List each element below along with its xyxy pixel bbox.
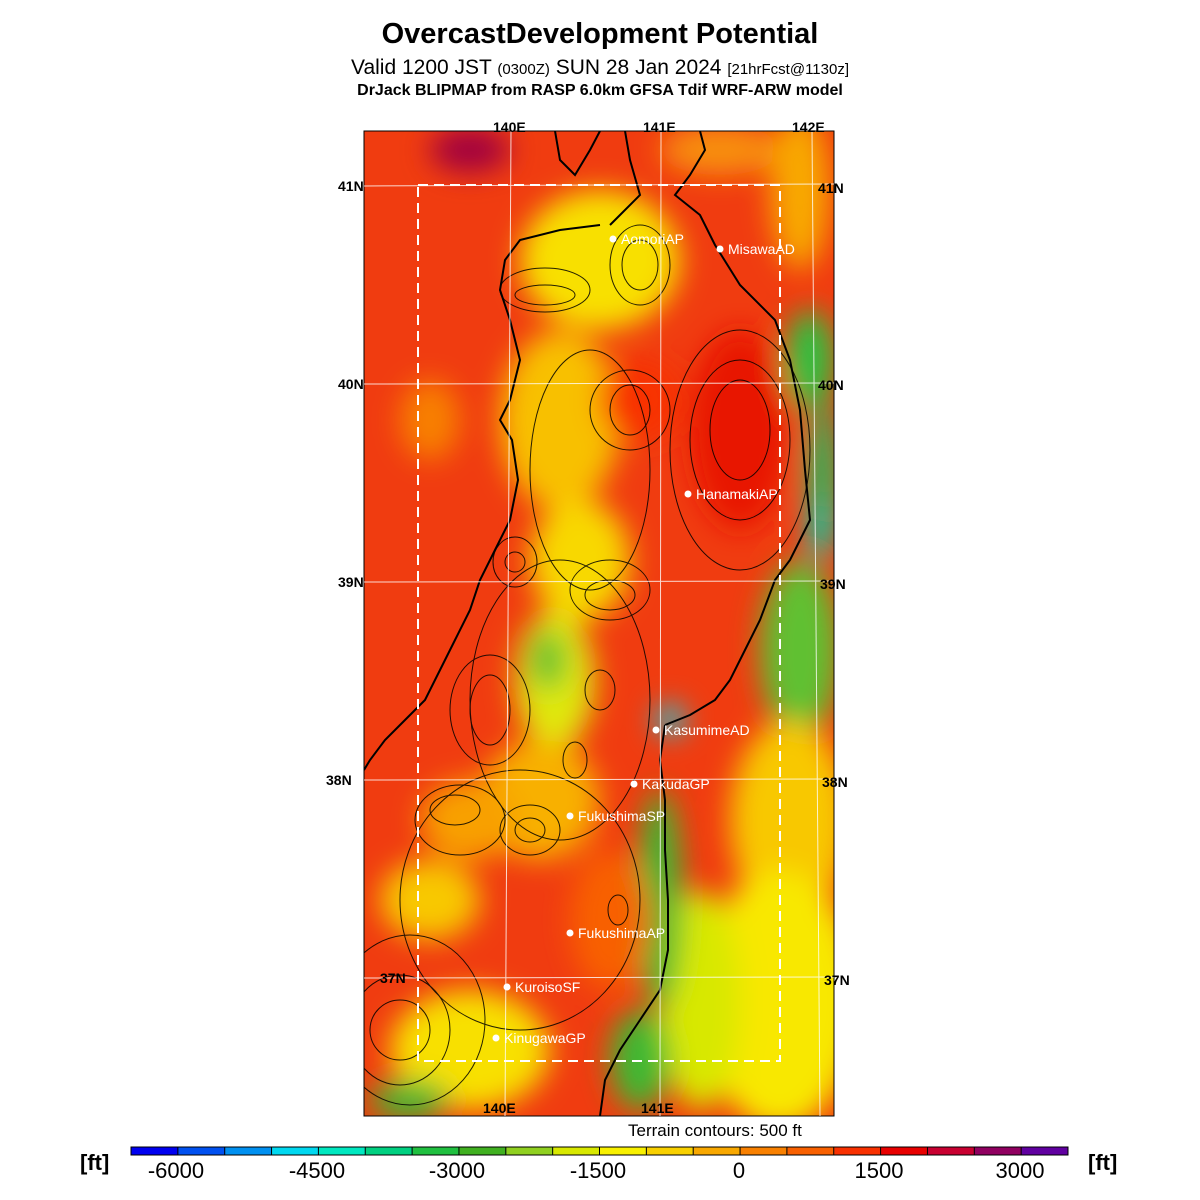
valid-time-line: Valid 1200 JST (0300Z) SUN 28 Jan 2024 [… — [0, 56, 1200, 80]
lat-label-41n-right: 41N — [818, 180, 844, 196]
station-label-fukushima-ap: FukushimaAP — [578, 925, 666, 941]
colorbar-swatch — [786, 1147, 835, 1155]
colorbar-swatch — [974, 1147, 1022, 1155]
lon-label-141e-bottom: 141E — [641, 1100, 674, 1116]
colorbar-tick-label: -6000 — [147, 1158, 205, 1183]
lat-label-41n-left: 41N — [338, 178, 364, 194]
colorbar-swatch — [927, 1147, 975, 1155]
station-dots — [492, 235, 724, 1042]
colorbar-swatch — [880, 1147, 928, 1155]
lon-label-141e-top: 141E — [643, 119, 676, 135]
domain-box — [417, 184, 781, 1062]
colorbar-swatch — [740, 1147, 788, 1155]
lat-label-39n-right: 39N — [820, 576, 846, 592]
colorbar-swatch — [1021, 1147, 1069, 1155]
colorbar-tick-label: 1500 — [854, 1158, 904, 1183]
colorbar-swatch — [458, 1147, 507, 1155]
valid-time: Valid 1200 JST — [351, 56, 492, 79]
colorbar-swatch — [412, 1147, 460, 1155]
terrain-contours — [364, 224, 811, 1106]
colorbar-swatch — [833, 1147, 882, 1155]
colorbar-swatch — [552, 1147, 600, 1155]
station-label-misawa: MisawaAD — [728, 241, 795, 257]
potential-field — [364, 131, 834, 1116]
colorbar-swatch — [177, 1147, 226, 1155]
colorbar-swatch — [365, 1147, 413, 1155]
lat-label-37n-right: 37N — [824, 972, 850, 988]
lat-label-38n-right: 38N — [822, 774, 848, 790]
coastline — [364, 131, 812, 1116]
colorbar-tick-label: 3000 — [995, 1158, 1045, 1183]
lat-label-39n-left: 39N — [338, 574, 364, 590]
colorbar-swatch — [505, 1147, 554, 1155]
colorbar-tick-label: 0 — [732, 1158, 746, 1183]
station-label-kakuda: KakudaGP — [642, 776, 710, 792]
colorbar-unit-right: [ft] — [1088, 1150, 1118, 1175]
station-label-aomori: AomoriAP — [621, 231, 685, 247]
forecast-info: [21hrFcst@1130z] — [727, 61, 849, 78]
utc-time: (0300Z) — [497, 61, 550, 78]
colorbar-tick-label: -1500 — [569, 1158, 627, 1183]
lat-label-40n-right: 40N — [818, 377, 844, 393]
colorbar-swatch — [693, 1147, 741, 1155]
lon-label-140e-bottom: 140E — [483, 1100, 516, 1116]
lat-label-40n-left: 40N — [338, 376, 364, 392]
colorbar-swatch — [131, 1147, 179, 1155]
colorbar-swatch — [599, 1147, 647, 1155]
colorbar-swatch — [224, 1147, 273, 1155]
station-label-fukushima-sp: FukushimaSP — [578, 808, 666, 824]
station-label-kuroiso: KuroisoSF — [515, 979, 581, 995]
colorbar-unit-left: [ft] — [80, 1150, 110, 1175]
lat-label-37n-left: 37N — [380, 970, 406, 986]
colorbar-swatch — [318, 1147, 366, 1155]
lon-label-140e-top: 140E — [493, 119, 526, 135]
terrain-contour-note: Terrain contours: 500 ft — [628, 1121, 802, 1140]
colorbar — [130, 1146, 1069, 1156]
model-line: DrJack BLIPMAP from RASP 6.0km GFSA Tdif… — [357, 82, 843, 99]
colorbar-tick-label: -3000 — [428, 1158, 486, 1183]
colorbar-swatch — [271, 1147, 319, 1155]
station-label-kinugawa: KinugawaGP — [504, 1030, 586, 1046]
station-label-hanamaki: HanamakiAP — [696, 486, 778, 502]
map-frame — [363, 130, 835, 1117]
colorbar-tick-label: -4500 — [288, 1158, 346, 1183]
station-label-kasumime: KasumimeAD — [664, 722, 750, 738]
graticule — [363, 130, 835, 1117]
colorbar-swatch — [646, 1147, 694, 1155]
lon-label-142e-top: 142E — [792, 119, 825, 135]
chart-title: OvercastDevelopment Potential — [381, 18, 819, 50]
forecast-date: SUN 28 Jan 2024 — [555, 56, 722, 79]
lat-label-38n-left: 38N — [326, 772, 352, 788]
